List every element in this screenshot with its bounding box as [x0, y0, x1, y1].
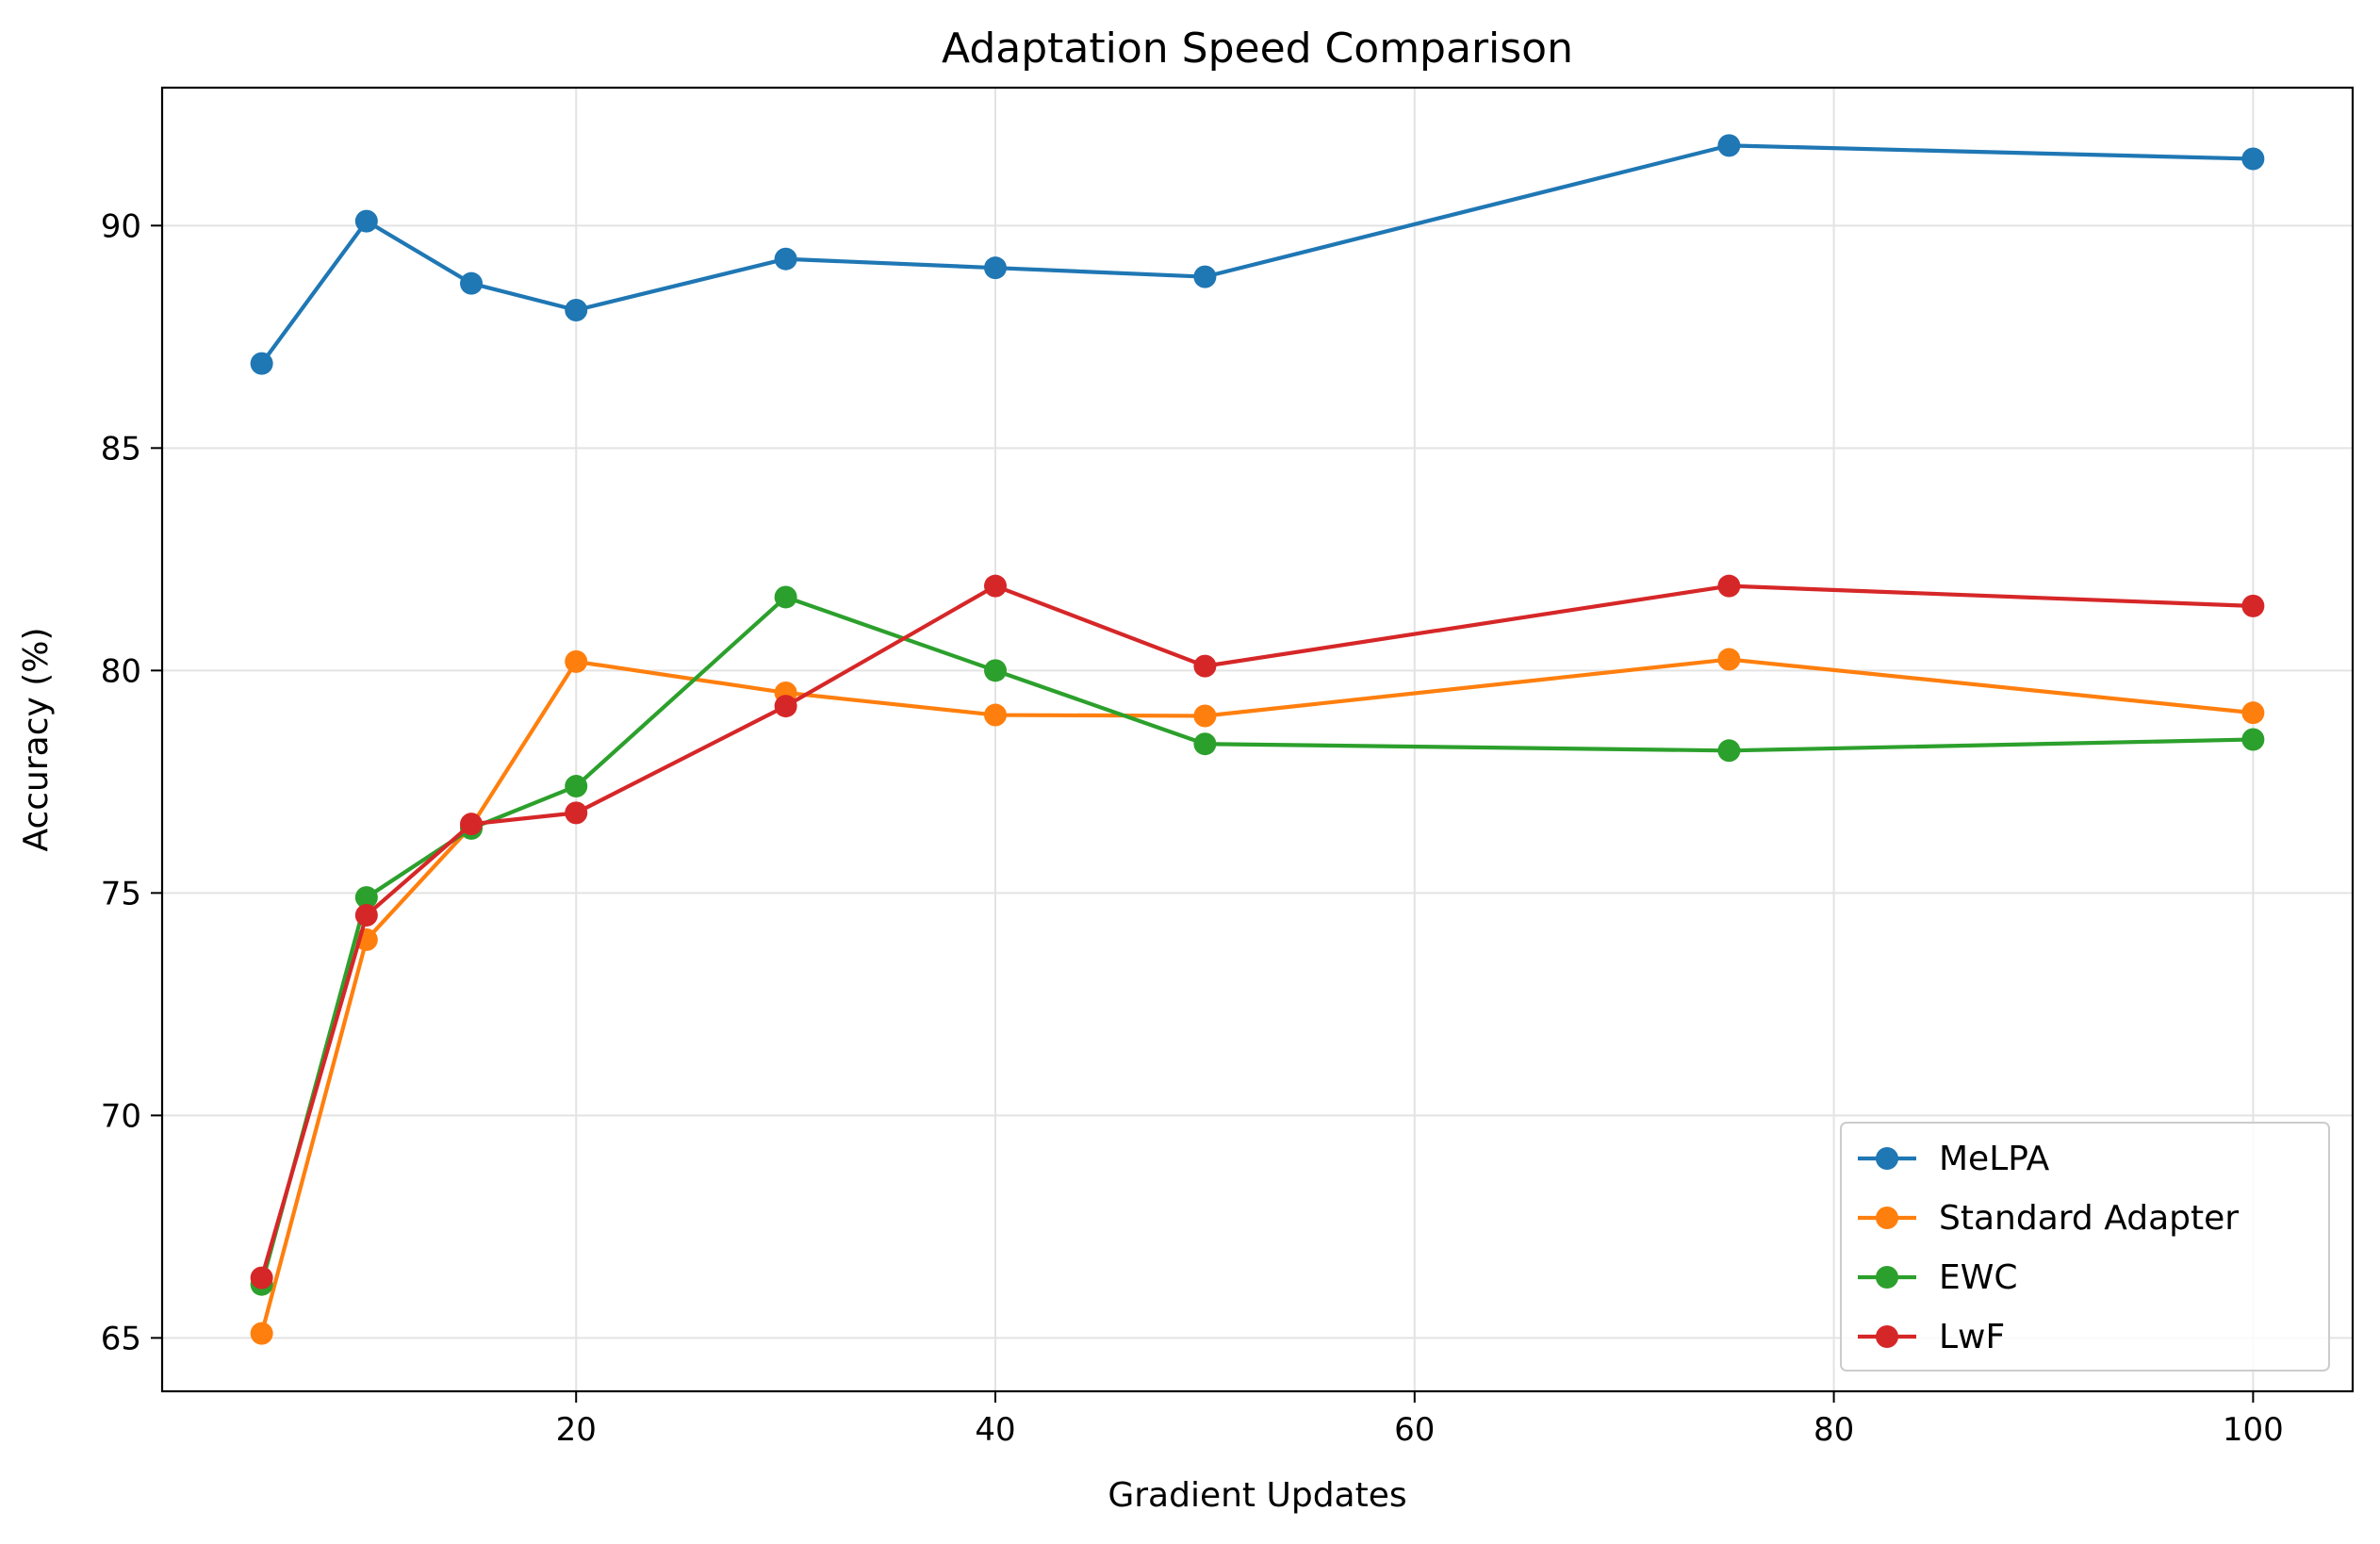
- grid: [162, 88, 2353, 1391]
- y-tick-label: 90: [101, 207, 141, 245]
- y-axis-label: Accuracy (%): [17, 627, 56, 851]
- series-melpa: [250, 134, 2265, 375]
- data-point-melpa: [250, 352, 273, 375]
- y-tick-label: 75: [101, 875, 141, 912]
- x-tick-label: 60: [1394, 1411, 1435, 1449]
- data-point-ewc: [565, 775, 588, 798]
- data-point-standard-adapter: [1717, 648, 1741, 671]
- data-point-melpa: [460, 271, 484, 295]
- legend-label: LwF: [1939, 1318, 2005, 1356]
- legend-swatch-marker: [1876, 1266, 1898, 1289]
- x-tick-label: 20: [556, 1411, 597, 1449]
- plot-frame: [160, 86, 2355, 1393]
- legend-box: [1840, 1122, 2330, 1372]
- chart-title: Adaptation Speed Comparison: [942, 25, 1573, 73]
- legend-label: Standard Adapter: [1939, 1199, 2239, 1238]
- series-group: [250, 134, 2265, 1345]
- legend-label: EWC: [1939, 1258, 2017, 1297]
- data-point-standard-adapter: [984, 703, 1008, 727]
- data-point-melpa: [565, 299, 588, 322]
- data-point-lwf: [2241, 594, 2265, 617]
- legend-item-melpa: MeLPA: [1858, 1140, 2050, 1178]
- data-point-ewc: [984, 659, 1008, 682]
- data-point-lwf: [354, 903, 378, 927]
- legend-swatch-marker: [1876, 1325, 1898, 1348]
- x-tick-label: 80: [1814, 1411, 1854, 1449]
- legend-item-ewc: EWC: [1858, 1258, 2017, 1297]
- x-tick-label: 100: [2223, 1411, 2284, 1449]
- data-point-lwf: [984, 574, 1008, 598]
- y-tick-label: 80: [101, 652, 141, 690]
- data-point-lwf: [460, 813, 484, 836]
- legend-label: MeLPA: [1939, 1140, 2050, 1178]
- data-point-ewc: [1193, 732, 1217, 756]
- y-tick-label: 85: [101, 430, 141, 468]
- data-point-melpa: [774, 247, 797, 271]
- series-lwf: [250, 574, 2265, 1289]
- data-point-standard-adapter: [1193, 704, 1217, 728]
- data-point-ewc: [354, 886, 378, 910]
- data-point-lwf: [250, 1266, 273, 1289]
- data-point-lwf: [565, 801, 588, 825]
- data-point-lwf: [1193, 654, 1217, 678]
- data-point-standard-adapter: [2241, 701, 2265, 725]
- legend-swatch-marker: [1876, 1207, 1898, 1229]
- data-point-ewc: [1717, 739, 1741, 763]
- ticks: 20 40 60 80 100 65 70 75 80 85 90: [101, 207, 2284, 1449]
- legend-item-lwf: LwF: [1858, 1318, 2005, 1356]
- data-point-lwf: [1717, 574, 1741, 598]
- data-point-melpa: [1717, 134, 1741, 157]
- legend-item-standard-adapter: Standard Adapter: [1858, 1199, 2239, 1238]
- data-point-melpa: [354, 209, 378, 233]
- data-point-melpa: [2241, 147, 2265, 171]
- data-point-ewc: [774, 585, 797, 609]
- y-tick-label: 70: [101, 1097, 141, 1135]
- data-point-melpa: [1193, 265, 1217, 288]
- data-point-standard-adapter: [250, 1322, 273, 1345]
- data-point-ewc: [2241, 728, 2265, 751]
- data-point-melpa: [984, 256, 1008, 280]
- legend: MeLPA Standard Adapter EWC LwF: [1840, 1122, 2330, 1372]
- x-axis-label: Gradient Updates: [1108, 1476, 1406, 1515]
- y-tick-label: 65: [101, 1320, 141, 1357]
- x-tick-label: 40: [975, 1411, 1015, 1449]
- legend-swatch-marker: [1876, 1147, 1898, 1170]
- data-point-standard-adapter: [565, 649, 588, 673]
- data-point-lwf: [774, 695, 797, 718]
